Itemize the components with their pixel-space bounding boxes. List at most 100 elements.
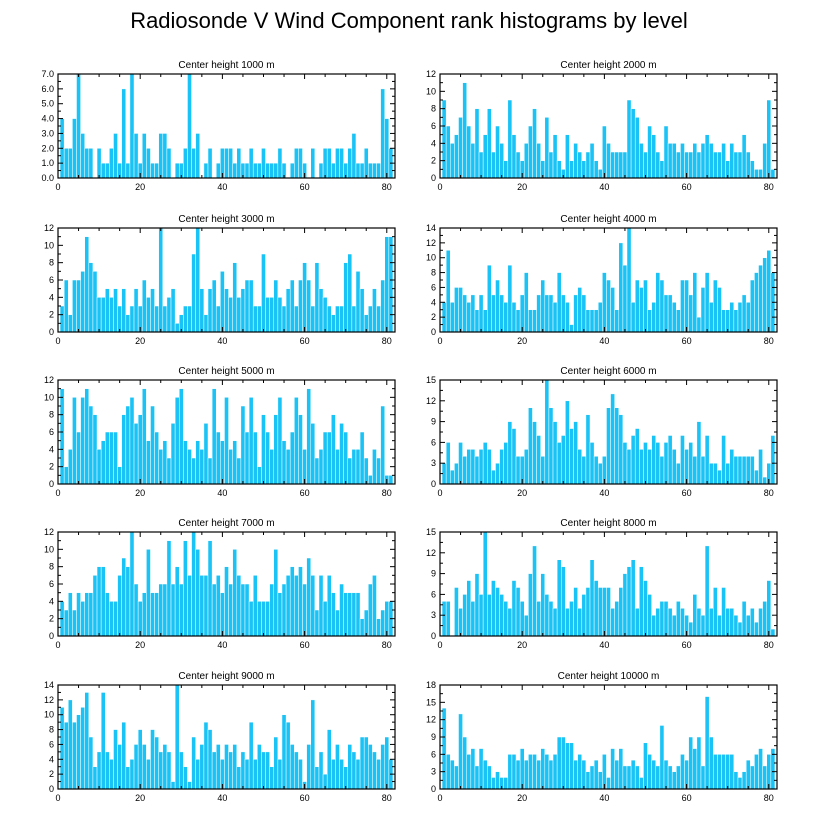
bar <box>499 594 504 637</box>
y-tick-label: 6 <box>49 739 54 749</box>
bar <box>195 440 201 485</box>
bar <box>236 148 242 179</box>
bar <box>589 309 595 333</box>
bar <box>174 323 180 333</box>
x-tick-label: 20 <box>135 182 145 192</box>
bar <box>569 160 574 179</box>
x-tick-label: 0 <box>55 336 60 346</box>
bar <box>298 759 303 790</box>
bar <box>335 449 340 485</box>
bar <box>503 160 509 179</box>
bar <box>351 751 357 790</box>
bar <box>368 583 373 637</box>
bar <box>285 288 291 333</box>
y-tick-label: 15 <box>426 375 436 385</box>
bar <box>335 148 340 179</box>
bar <box>532 545 537 637</box>
bar <box>647 309 652 333</box>
bar <box>692 594 698 637</box>
bar <box>585 771 591 790</box>
bar <box>294 575 299 637</box>
bar <box>754 272 759 333</box>
y-tick-label: 6 <box>431 589 436 599</box>
x-tick-label: 20 <box>135 793 145 803</box>
bar <box>158 227 164 333</box>
bar <box>565 400 570 485</box>
bar <box>577 449 583 485</box>
bar <box>125 162 131 179</box>
bar <box>474 456 480 485</box>
bar <box>606 407 611 485</box>
bar <box>450 302 455 333</box>
bar <box>76 73 81 179</box>
bar <box>762 257 767 333</box>
bar <box>322 297 328 333</box>
bar <box>737 302 743 333</box>
bar <box>273 162 279 179</box>
bar <box>281 714 287 790</box>
bar <box>593 456 599 485</box>
bar <box>117 305 122 333</box>
bar <box>339 305 344 333</box>
bar <box>261 751 266 790</box>
bar <box>663 125 669 179</box>
bar <box>142 133 147 179</box>
bar <box>384 736 390 790</box>
bar <box>560 736 566 790</box>
panel-title: Center height 4000 m <box>560 214 656 225</box>
bar <box>663 759 669 790</box>
bar <box>602 754 607 790</box>
bar <box>277 148 283 179</box>
bar <box>470 143 476 179</box>
bar <box>655 442 661 485</box>
y-tick-label: 0 <box>431 173 436 183</box>
bar <box>626 99 632 179</box>
bar <box>762 476 767 485</box>
bar <box>532 421 537 485</box>
bar <box>84 692 90 790</box>
bar <box>462 736 467 790</box>
y-tick-label: 9 <box>431 569 436 579</box>
y-tick-label: 12 <box>426 396 436 406</box>
bar <box>700 614 706 637</box>
bar <box>606 777 611 790</box>
bar <box>470 748 476 790</box>
bar <box>384 118 390 179</box>
bar <box>228 297 233 333</box>
y-tick-label: 12 <box>44 695 54 705</box>
bar <box>630 302 636 333</box>
bar <box>544 754 550 790</box>
bar <box>129 759 135 790</box>
bar <box>261 148 266 179</box>
bar <box>355 162 361 179</box>
bar <box>211 388 217 485</box>
x-tick-label: 60 <box>682 336 692 346</box>
bar <box>454 134 459 179</box>
bar <box>602 125 607 179</box>
bar <box>717 614 722 637</box>
bar <box>560 566 566 637</box>
bar <box>487 449 492 485</box>
panel-title: Center height 9000 m <box>178 671 274 682</box>
bar <box>236 575 242 637</box>
bar <box>704 435 710 485</box>
y-tick-label: 12 <box>426 715 436 725</box>
bar <box>228 148 233 179</box>
bar <box>322 601 328 637</box>
y-tick-label: 6 <box>431 749 436 759</box>
bar <box>355 592 361 637</box>
bar <box>265 162 270 179</box>
panel-title: Center height 8000 m <box>560 518 656 529</box>
bar <box>224 288 229 333</box>
y-tick-label: 1.0 <box>41 158 54 168</box>
bar <box>273 279 279 333</box>
bar <box>573 143 578 179</box>
bar <box>125 566 131 637</box>
bar <box>495 125 500 179</box>
bar <box>466 125 472 179</box>
bar <box>762 143 767 179</box>
bar <box>261 601 266 637</box>
bar <box>454 287 459 333</box>
x-tick-label: 20 <box>135 488 145 498</box>
bar <box>72 118 77 179</box>
